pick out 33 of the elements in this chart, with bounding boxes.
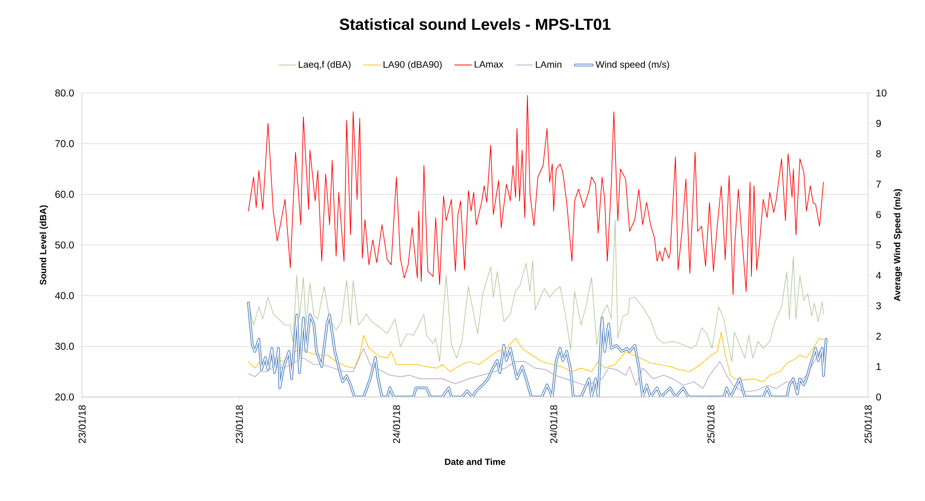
legend-label: LAmin [536, 60, 562, 68]
y2-tick-label: 10 [876, 89, 886, 97]
y-axis-title: Sound Level (dBA) [40, 205, 48, 285]
x-tick-label: 23/01/18 [236, 405, 243, 444]
legend-label: LA90 (dBA90) [384, 60, 442, 70]
chart-title: Statistical sound Levels - MPS-LT01 [340, 18, 610, 30]
legend-label: Wind speed (m/s) [596, 60, 670, 70]
x-tick-label: 24/01/18 [392, 405, 400, 444]
y2-tick-label: 3 [876, 302, 881, 310]
x-axis-title: Date and Time [445, 458, 506, 465]
y2-tick-label: 9 [876, 120, 881, 127]
y-tick-label: 40.0 [55, 292, 74, 300]
y2-tick-label: 7 [876, 180, 881, 188]
y-tick-label: 70.0 [55, 140, 74, 148]
y-tick-label: 50.0 [55, 241, 74, 249]
x-tick-label: 25/01/18 [707, 405, 714, 444]
legend-label: Laeq,f (dBA) [298, 60, 351, 70]
y-tick-label: 20.0 [55, 393, 74, 401]
y-tick-label: 30.0 [55, 342, 74, 350]
y2-tick-label: 5 [876, 242, 881, 248]
x-tick-label: 24/01/18 [550, 405, 558, 444]
y2-tick-label: 1 [876, 363, 881, 370]
y2-axis-title: Average Wind Speed (m/s) [894, 189, 902, 302]
y2-tick-label: 2 [876, 332, 881, 340]
y-tick-label: 60.0 [55, 190, 74, 198]
legend-label: LAmax [474, 61, 504, 68]
y2-tick-label: 0 [876, 393, 881, 401]
x-tick-label: 23/01/18 [78, 405, 86, 444]
y-tick-label: 80.0 [55, 89, 74, 97]
x-tick-label: 25/01/18 [864, 405, 872, 444]
y2-tick-label: 6 [876, 211, 881, 218]
y2-tick-label: 8 [876, 150, 881, 158]
y2-tick-label: 4 [876, 272, 882, 279]
